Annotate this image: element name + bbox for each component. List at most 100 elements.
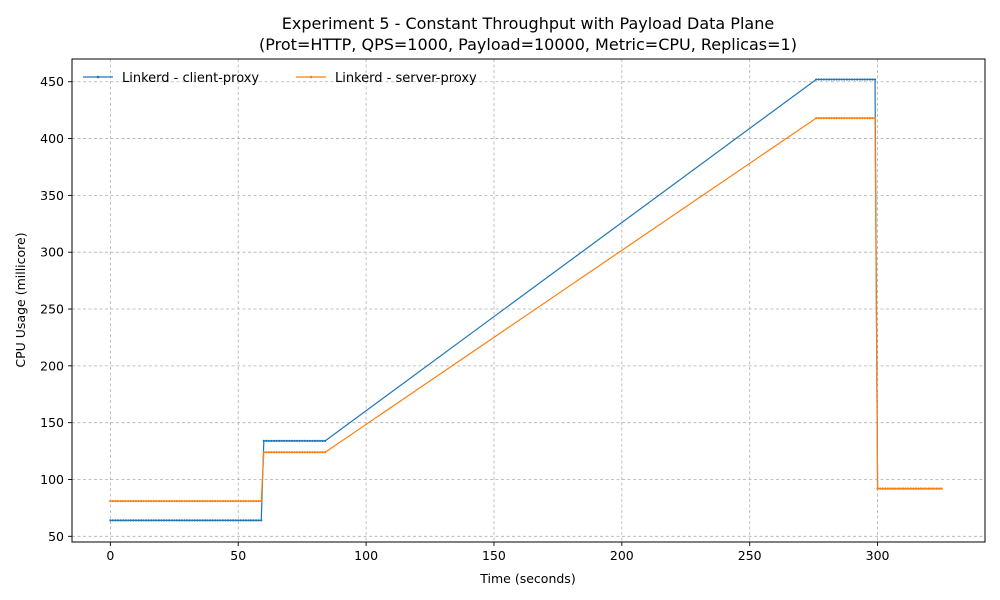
data-point [891,487,895,490]
data-point [257,499,260,503]
data-point [232,499,235,503]
data-point [881,487,884,490]
y-tick-label: 350 [40,188,64,203]
data-point [835,117,838,120]
data-point [155,519,158,522]
data-point [142,519,145,522]
data-point [265,451,268,454]
data-point [129,499,132,503]
data-point [295,451,299,454]
data-point [275,439,278,442]
data-point [229,499,232,503]
data-point [283,451,286,454]
x-axis-ticks: 0 50 100 150 200 250 300 [106,542,890,563]
data-point [157,519,161,522]
data-point [301,451,304,454]
data-point [160,499,163,503]
data-point [879,487,882,490]
data-point [886,487,889,490]
data-point [293,451,296,454]
data-point [288,439,291,442]
data-point [318,439,322,442]
data-point [267,451,271,454]
data-point [820,78,823,81]
data-point [193,499,196,503]
data-point [861,117,864,120]
y-tick-label: 150 [40,415,64,430]
data-point [198,499,201,503]
data-point [226,499,230,503]
data-point [843,78,846,81]
data-point [850,117,854,120]
data-point [270,451,273,454]
data-point [160,519,163,522]
data-point [917,487,920,490]
data-point [840,78,843,81]
data-point [840,117,843,120]
data-point [324,439,327,442]
data-point [815,117,818,120]
data-point [168,519,171,522]
data-point [850,78,854,81]
data-point [168,499,171,503]
data-point [825,78,828,81]
data-point [178,519,181,522]
y-tick-label: 250 [40,302,64,317]
data-point [175,499,178,503]
data-point [838,117,841,120]
data-point [173,499,176,503]
data-point [219,499,222,503]
series-layer [109,78,943,522]
data-point [119,499,122,503]
data-point [262,439,265,442]
data-point [244,499,247,503]
data-point [170,519,173,522]
data-point [198,519,201,522]
y-tick-label: 100 [40,472,64,487]
data-point [272,439,276,442]
data-point [111,519,115,522]
data-point [221,499,224,503]
data-point [249,519,253,522]
data-point [216,519,219,522]
data-point [183,519,186,522]
data-point [206,499,209,503]
data-point [252,519,255,522]
data-point [260,519,263,522]
series-line-linkerd-server-proxy [110,117,942,502]
legend-label-client-proxy: Linkerd - client-proxy [122,71,259,86]
data-point [134,519,138,522]
data-point [932,487,935,490]
data-point [866,117,869,120]
data-point [137,519,140,522]
data-point [224,499,227,503]
data-point [232,519,235,522]
chart-title: Experiment 5 - Constant Throughput with … [282,14,774,33]
data-point [298,451,301,454]
data-point [122,499,125,503]
data-point [180,499,184,503]
data-point [162,499,166,503]
x-tick-label: 100 [354,548,378,563]
data-point [152,499,155,503]
legend: Linkerd - client-proxy Linkerd - server-… [83,71,477,86]
data-point [827,117,831,120]
data-point [129,519,132,522]
data-point [833,117,836,120]
data-point [298,439,301,442]
data-point [288,451,291,454]
data-point [827,78,831,81]
data-point [313,451,317,454]
data-point [209,519,212,522]
legend-label-server-proxy: Linkerd - server-proxy [335,71,477,86]
data-point [132,519,135,522]
x-axis-label: Time (seconds) [479,571,575,586]
data-point [242,519,245,522]
data-point [848,78,851,81]
data-point [214,519,217,522]
data-point [139,499,143,503]
data-point [111,499,115,503]
y-tick-label: 400 [40,131,64,146]
data-point [324,451,327,454]
